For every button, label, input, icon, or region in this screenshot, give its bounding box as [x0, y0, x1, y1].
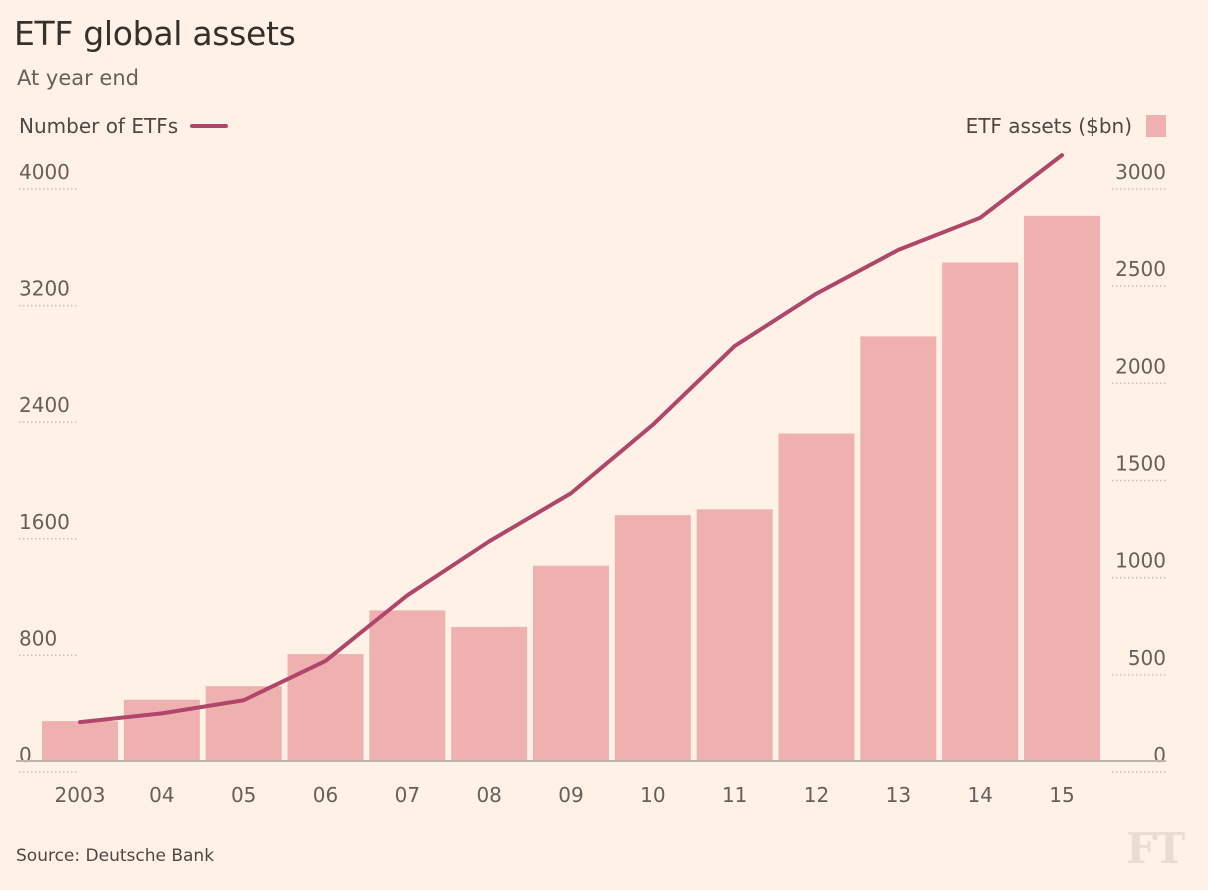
legend-line-swatch: [190, 124, 229, 128]
ft-logo: FT: [1126, 824, 1185, 873]
x-axis-tick-label: 15: [1049, 783, 1074, 807]
chart-title: ETF global assets: [14, 14, 296, 53]
x-axis-tick-label: 2003: [55, 783, 106, 807]
left-axis-tick-label: 0: [19, 743, 32, 767]
x-axis-tick-label: 11: [722, 783, 747, 807]
right-axis-tick-label: 2500: [1115, 257, 1166, 281]
x-axis-tick-label: 06: [313, 783, 338, 807]
right-axis-tick-label: 1000: [1115, 549, 1166, 573]
x-axis-tick-label: 14: [967, 783, 992, 807]
bar-07: [369, 610, 446, 760]
legend-bar-swatch: [1146, 115, 1166, 137]
bar-10: [614, 515, 691, 760]
left-axis-tick-label: 4000: [19, 160, 70, 184]
x-axis-tick-label: 12: [804, 783, 829, 807]
left-axis-tick-label: 800: [19, 626, 57, 650]
x-axis-tick-label: 04: [149, 783, 174, 807]
x-axis-tick-label: 07: [395, 783, 420, 807]
legend-line-label: Number of ETFs: [19, 114, 179, 138]
source-note: Source: Deutsche Bank: [16, 846, 215, 866]
chart-subtitle: At year end: [17, 66, 139, 90]
bar-13: [860, 336, 937, 760]
bar-15: [1024, 215, 1100, 760]
legend-line-entry: Number of ETFs: [19, 114, 229, 138]
legend-bar-label: ETF assets ($bn): [965, 114, 1132, 138]
bar-08: [451, 626, 528, 760]
right-axis-tick-label: 1500: [1115, 452, 1166, 476]
x-axis-tick-label: 13: [886, 783, 911, 807]
right-axis-tick-label: 3000: [1115, 160, 1166, 184]
bar-09: [533, 565, 609, 760]
bar-14: [942, 262, 1019, 760]
bar-11: [696, 509, 773, 760]
bar-12: [778, 433, 855, 760]
right-axis-tick-label: 2000: [1115, 354, 1166, 378]
right-axis-tick-label: 0: [1153, 743, 1166, 767]
x-axis-tick-label: 08: [476, 783, 501, 807]
right-axis-tick-label: 500: [1128, 646, 1166, 670]
x-axis-tick-label: 09: [558, 783, 583, 807]
left-axis-tick-label: 2400: [19, 393, 70, 417]
left-axis-tick-label: 3200: [19, 277, 70, 301]
bar-05: [205, 686, 282, 760]
legend-bar-entry: ETF assets ($bn): [966, 114, 1166, 138]
x-axis-tick-label: 10: [640, 783, 665, 807]
left-axis-tick-label: 1600: [19, 510, 70, 534]
bar-2003: [42, 721, 118, 760]
number-of-etfs-line: [78, 153, 1064, 725]
x-axis-tick-label: 05: [231, 783, 256, 807]
bar-06: [287, 654, 364, 760]
